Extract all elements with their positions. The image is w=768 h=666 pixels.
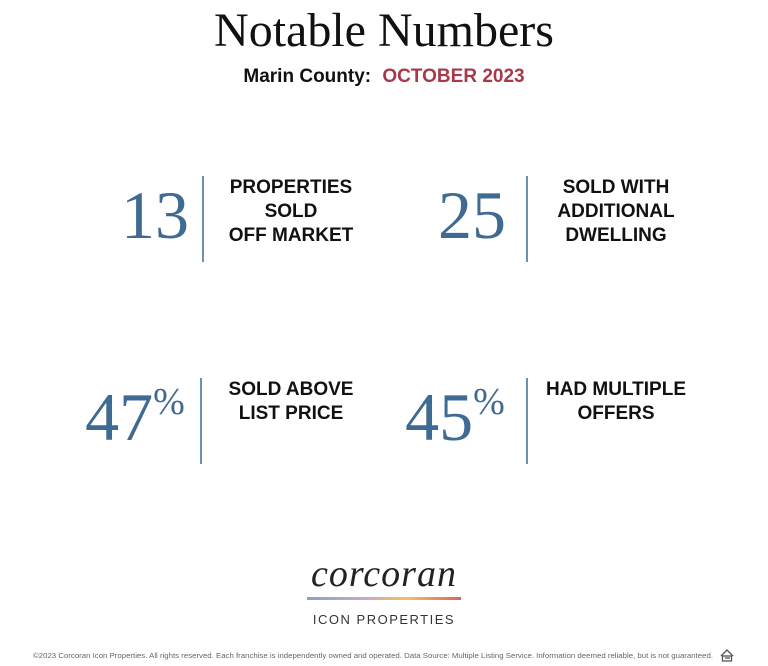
stat-number: 25 <box>438 177 506 253</box>
stats: 13 PROPERTIES SOLD OFF MARKET 25 SOLD WITH ADD… <box>85 176 686 464</box>
stat-label: OFF MARKET <box>229 225 354 246</box>
subtitle-period: OCTOBER 2023 <box>382 66 524 87</box>
stat-suffix: % <box>473 381 505 423</box>
stat-value: 13 <box>121 177 189 253</box>
stat-label: OFFERS <box>577 403 654 424</box>
stat-number: 47% <box>85 379 185 455</box>
stat-value: 45 <box>405 379 473 455</box>
equal-housing-icon <box>720 649 734 662</box>
footer-disclaimer: ©2023 Corcoran Icon Properties. All righ… <box>33 651 713 660</box>
stat-label: SOLD WITH <box>563 177 670 198</box>
title: Notable Numbers <box>214 4 554 57</box>
stat-label: PROPERTIES <box>230 177 352 198</box>
logo-name: corcoran <box>311 553 457 595</box>
subtitle-label: Marin County: <box>243 66 371 87</box>
subtitle: Marin County: OCTOBER 2023 <box>243 66 524 87</box>
stat-suffix: % <box>153 381 185 423</box>
stat-label: SOLD <box>265 201 318 222</box>
stat-value: 25 <box>438 177 506 253</box>
stat-label: SOLD ABOVE <box>229 379 354 400</box>
logo-tagline: ICON PROPERTIES <box>313 612 455 627</box>
stat-label: LIST PRICE <box>239 403 344 424</box>
stat-label: ADDITIONAL <box>557 201 675 222</box>
stat-number: 45% <box>405 379 505 455</box>
stat-label: HAD MULTIPLE <box>546 379 686 400</box>
stat-label: DWELLING <box>565 225 666 246</box>
stat-value: 47 <box>85 379 153 455</box>
logo-rule <box>307 597 461 600</box>
stat-number: 13 <box>121 177 189 253</box>
